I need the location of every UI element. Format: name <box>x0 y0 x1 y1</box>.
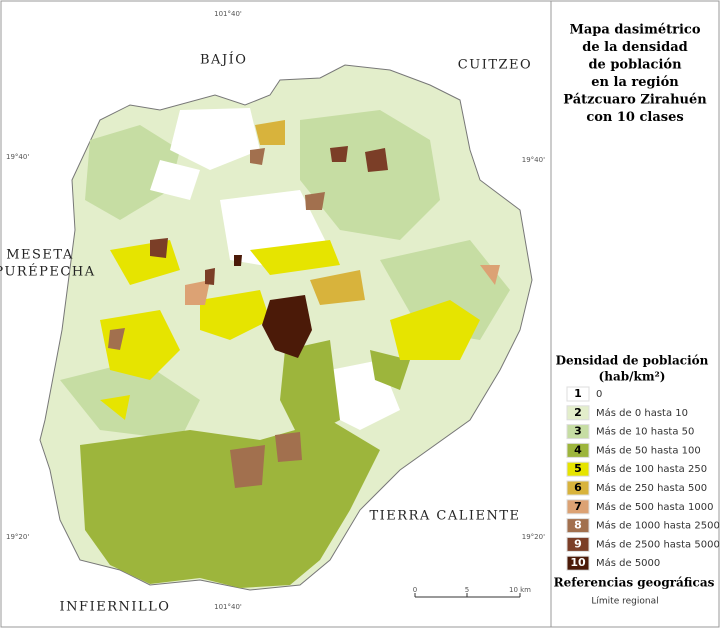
legend-label: Más de 10 hasta 50 <box>596 426 694 438</box>
place-label: BAJÍO <box>200 52 247 68</box>
coordinate-label: 19°20' <box>6 533 29 541</box>
legend-class: 7 <box>574 500 582 513</box>
legend-class: 10 <box>570 556 586 569</box>
legend-class: 6 <box>574 481 582 494</box>
place-label: MESETA <box>6 248 74 263</box>
legend-class: 3 <box>574 425 582 438</box>
coordinate-label: 19°40' <box>522 156 545 164</box>
references-title: Referencias geográficas <box>554 576 715 590</box>
legend-label: Más de 0 hasta 10 <box>596 407 688 419</box>
legend-class: 8 <box>574 519 582 532</box>
legend-class: 2 <box>574 406 582 419</box>
title-line: Mapa dasimétrico <box>569 23 700 38</box>
scale-label: 5 <box>465 586 469 594</box>
place-label: INFIERNILLO <box>60 600 171 615</box>
legend-label: Más de 1000 hasta 2500 <box>596 520 720 532</box>
coordinate-label: 19°20' <box>522 533 545 541</box>
legend-class: 9 <box>574 537 582 550</box>
legend-label: Más de 100 hasta 250 <box>596 463 707 475</box>
scale-label: 10 km <box>509 586 531 594</box>
coordinate-label: 101°40' <box>214 10 242 18</box>
legend-swatch <box>566 461 590 477</box>
legend-swatch <box>566 499 590 515</box>
title-line: Pátzcuaro Zirahuén <box>563 93 707 108</box>
reference-item: Límite regional <box>591 597 658 607</box>
legend-label: Más de 2500 hasta 5000 <box>596 538 720 550</box>
legend-swatch <box>566 518 590 534</box>
legend-class: 1 <box>574 387 582 400</box>
title-line: de población <box>588 58 682 73</box>
legend-swatch <box>566 405 590 421</box>
legend-label: 0 <box>596 389 602 400</box>
scale-label: 0 <box>413 586 417 594</box>
legend-swatch <box>566 442 590 458</box>
title-line: con 10 clases <box>586 110 683 125</box>
legend-swatch <box>566 424 590 440</box>
place-label: TIERRA CALIENTE <box>369 509 520 524</box>
legend-class: 4 <box>574 443 582 456</box>
legend-class: 5 <box>574 462 582 475</box>
title-line: de la densidad <box>582 40 687 55</box>
legend-swatch <box>566 536 590 552</box>
legend-title: Densidad de población <box>556 354 709 368</box>
legend-swatch <box>566 480 590 496</box>
title-line: en la región <box>591 75 679 90</box>
legend: Densidad de población(hab/km²)1 02 Más de … <box>554 354 720 607</box>
coordinate-label: 101°40' <box>214 603 242 611</box>
coordinate-label: 19°40' <box>6 153 29 161</box>
legend-swatch <box>566 386 590 402</box>
legend-label: Más de 250 hasta 500 <box>596 482 707 494</box>
legend-swatch <box>566 555 590 571</box>
legend-label: Más de 50 hasta 100 <box>596 444 701 456</box>
place-label: CUITZEO <box>458 58 532 73</box>
legend-unit: (hab/km²) <box>599 370 666 384</box>
legend-label: Más de 5000 <box>596 557 660 569</box>
region <box>39 64 533 591</box>
place-label: PURÉPECHA <box>0 264 96 280</box>
legend-label: Más de 500 hasta 1000 <box>596 501 713 513</box>
